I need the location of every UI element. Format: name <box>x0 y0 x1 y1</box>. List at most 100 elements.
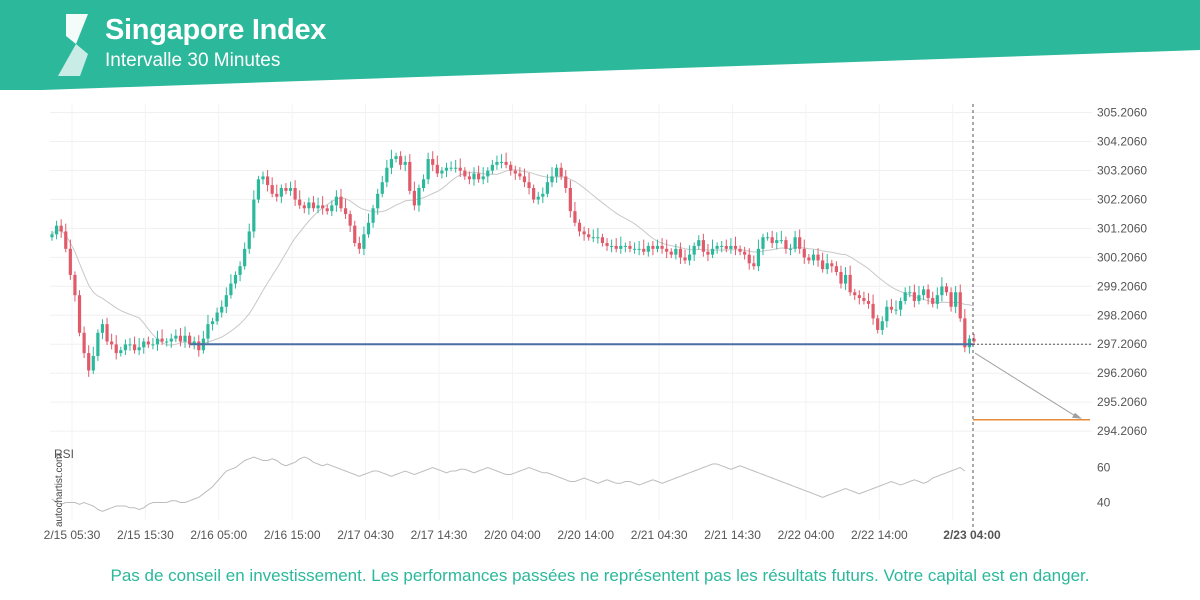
candle-body <box>293 188 297 200</box>
candle-body <box>655 245 660 249</box>
time-tick-label: 2/22 04:00 <box>778 528 835 542</box>
candle <box>458 158 462 177</box>
candle <box>752 255 756 270</box>
candle <box>885 300 889 328</box>
candle <box>940 277 944 302</box>
candle <box>321 196 325 215</box>
candle-body <box>889 306 894 310</box>
candle-body <box>857 295 861 299</box>
candle-body <box>963 318 967 348</box>
time-tick-label: 2/16 15:00 <box>264 528 321 542</box>
candle-body <box>449 167 453 169</box>
candle-body <box>637 248 641 250</box>
time-tick-label: 2/15 05:30 <box>44 528 101 542</box>
candle-body <box>724 245 728 249</box>
candle <box>513 165 517 180</box>
candle-body <box>486 170 490 177</box>
candle <box>87 345 91 377</box>
brand-logo-icon <box>58 14 98 76</box>
candle <box>380 175 384 198</box>
candle-body <box>807 257 811 261</box>
time-tick-label: 2/17 04:30 <box>337 528 394 542</box>
candle <box>848 265 852 296</box>
candle <box>628 241 632 253</box>
candle-body <box>265 176 270 186</box>
candle <box>316 197 320 214</box>
candle-body <box>215 312 219 322</box>
candle <box>476 165 481 183</box>
candle-body <box>619 245 623 249</box>
candle-body <box>752 263 756 267</box>
candle-body <box>949 292 953 307</box>
candle <box>866 293 871 309</box>
rsi-label: RSI <box>54 447 74 461</box>
candle <box>165 338 169 347</box>
candle-body <box>697 240 701 246</box>
candle-body <box>784 240 788 249</box>
moving-average-line <box>51 169 975 346</box>
candle-body <box>288 188 293 191</box>
candle <box>385 159 389 188</box>
candle <box>600 233 605 247</box>
candle <box>243 242 247 270</box>
candle <box>710 239 715 259</box>
page-title: Singapore Index <box>105 14 327 46</box>
candle-body <box>830 263 834 267</box>
candle <box>142 338 146 354</box>
candle <box>770 230 774 248</box>
candle <box>756 239 761 272</box>
candle <box>678 242 683 264</box>
candle <box>853 288 857 301</box>
candle <box>435 155 439 177</box>
candle <box>738 245 742 256</box>
candle <box>550 167 554 188</box>
candle <box>220 300 224 318</box>
time-tick-label: 2/21 14:30 <box>704 528 761 542</box>
candle-body <box>554 167 559 177</box>
candle-body <box>132 344 137 351</box>
candle <box>64 223 68 253</box>
candle <box>440 167 444 179</box>
candle-body <box>220 306 224 313</box>
candle <box>573 201 577 227</box>
candle <box>724 239 728 253</box>
candle <box>114 335 118 360</box>
candle-body <box>798 237 802 249</box>
candle-body <box>110 341 114 345</box>
candle <box>614 238 618 253</box>
candle-body <box>192 341 196 345</box>
candle-body <box>587 234 591 238</box>
candle <box>720 241 724 253</box>
candle <box>229 274 233 299</box>
candle-body <box>389 159 394 168</box>
candle-body <box>348 214 352 226</box>
candle-body <box>568 188 572 212</box>
candle-body <box>642 248 646 252</box>
candle-body <box>188 335 192 345</box>
candle-body <box>247 231 251 249</box>
candle-body <box>91 356 95 371</box>
price-tick-label: 295.2060 <box>1097 395 1147 409</box>
candle-body <box>472 173 476 180</box>
candle-body <box>747 254 751 264</box>
candle-body <box>238 266 242 275</box>
candle-body <box>357 243 361 249</box>
candle-body <box>307 202 311 209</box>
candle-body <box>596 237 600 239</box>
candle-body <box>399 156 403 165</box>
price-tick-label: 300.2060 <box>1097 250 1147 264</box>
candle <box>522 168 527 188</box>
candle-body <box>720 245 724 247</box>
candle-body <box>862 298 866 301</box>
candle-body <box>206 324 210 339</box>
candle <box>96 329 100 361</box>
candle-body <box>564 176 568 188</box>
candle <box>935 287 939 309</box>
candle <box>284 183 288 195</box>
candle <box>779 230 783 244</box>
time-tick-label: 2/22 14:00 <box>851 528 908 542</box>
time-tick-label: 2/23 04:00 <box>943 528 1001 542</box>
candle-body <box>279 188 283 197</box>
candle-body <box>197 341 201 351</box>
candle-body <box>385 167 389 183</box>
